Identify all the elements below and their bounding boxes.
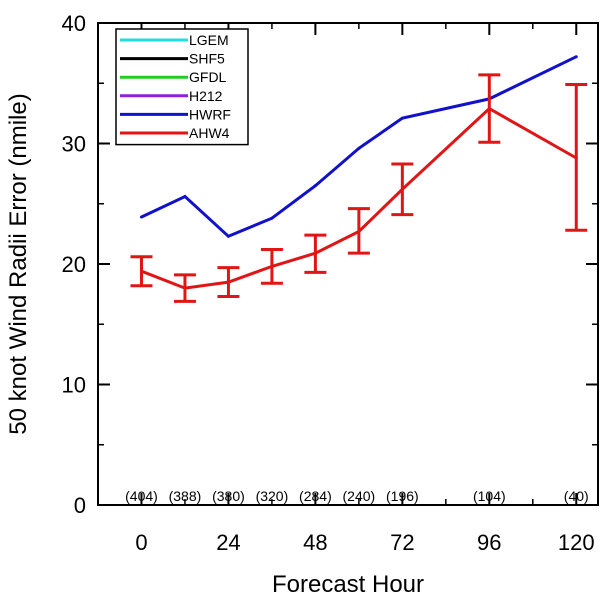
x-tick-label: 48 [303,530,327,555]
legend-label-hwrf: HWRF [189,106,231,122]
sample-count-label: (380) [212,488,245,504]
y-tick-label: 0 [74,493,86,518]
error-bar-ahw4 [260,248,283,285]
x-tick-label: 0 [135,530,147,555]
sample-count-label: (104) [473,488,506,504]
legend-label-h212: H212 [189,88,223,104]
error-bar-ahw4 [347,207,370,255]
data-point-hwrf [183,195,187,199]
error-bar-ahw4 [478,73,501,144]
data-point-hwrf [226,234,230,238]
x-tick-label: 120 [558,530,595,555]
error-bar-ahw4 [391,162,414,217]
y-tick-label: 10 [62,373,86,398]
data-point-hwrf [400,116,404,120]
sample-count-label: (320) [256,488,289,504]
legend-label-lgem: LGEM [189,32,229,48]
data-point-hwrf [574,55,578,59]
legend-label-ahw4: AHW4 [189,125,230,141]
y-axis-title: 50 knot Wind Radii Error (nmile) [5,93,32,434]
error-bar-ahw4 [173,273,196,303]
sample-count-label: (196) [386,488,419,504]
data-point-hwrf [270,216,274,220]
data-point-hwrf [313,184,317,188]
data-point-hwrf [139,215,143,219]
y-tick-label: 30 [62,132,86,157]
error-bar-ahw4 [130,255,153,288]
sample-count-label: (388) [169,488,202,504]
legend-label-gfdl: GFDL [189,69,227,85]
x-tick-label: 24 [216,530,240,555]
error-bar-ahw4 [217,266,240,299]
x-tick-label: 96 [477,530,501,555]
data-point-hwrf [357,146,361,150]
legend-box [115,28,249,146]
x-tick-label: 72 [390,530,414,555]
error-bar-ahw4 [304,233,327,274]
sample-count-label: (240) [343,488,376,504]
y-tick-label: 20 [62,252,86,277]
legend-label-shf5: SHF5 [189,51,225,67]
error-bar-ahw4 [565,82,588,232]
x-axis-title: Forecast Hour [272,571,424,598]
sample-count-label: (40) [564,488,589,504]
sample-count-label: (404) [125,488,158,504]
y-tick-label: 40 [62,11,86,36]
sample-count-label: (284) [299,488,332,504]
